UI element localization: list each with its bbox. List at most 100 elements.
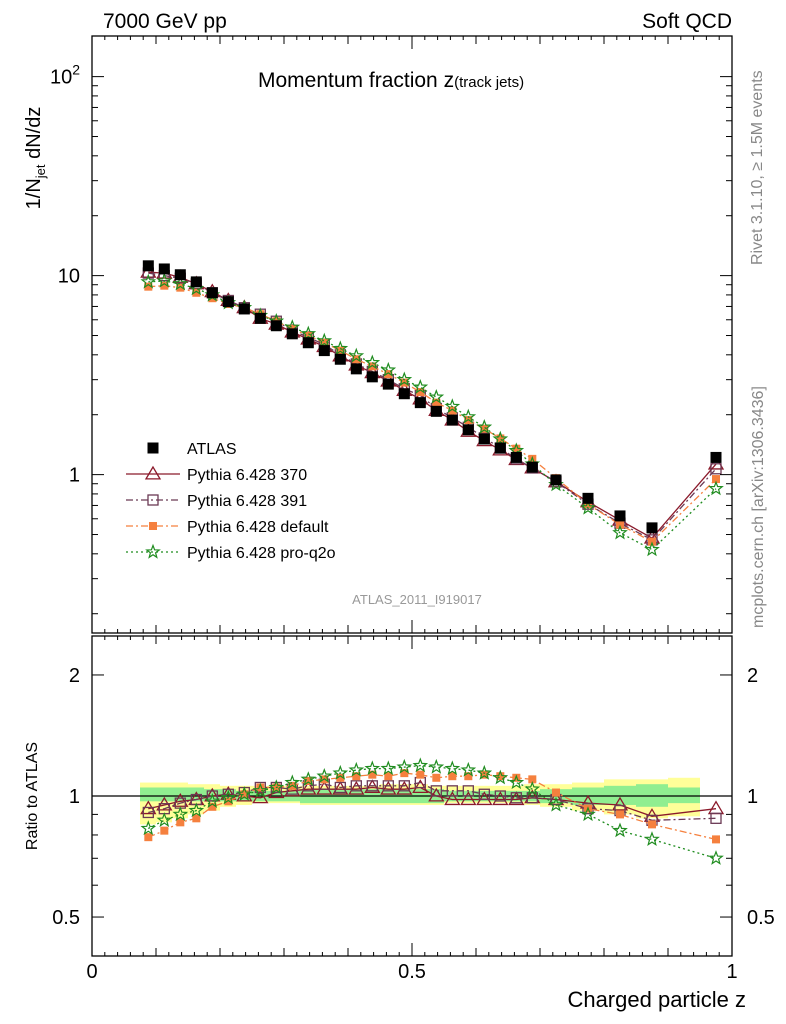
ratio-point-pythia-6-428-default — [240, 790, 249, 799]
ratio-y-tick-label: 0.5 — [52, 907, 80, 929]
ratio-point-pythia-6-428-default — [304, 776, 313, 785]
data-point-pythia-6-428-pro-q2o — [444, 398, 461, 414]
ratio-point-pythia-6-428-pro-q2o — [268, 779, 285, 795]
ratio-y-tick-label-right: 2 — [747, 665, 758, 687]
legend-marker-pythia-6-428-pro-q2o — [145, 543, 161, 559]
y-label-sub: jet — [33, 164, 48, 179]
ratio-y-tick-label-right: 1 — [747, 786, 758, 808]
data-point-pythia-6-428-pro-q2o — [396, 371, 413, 387]
ratio-point-pythia-6-428-pro-q2o — [188, 802, 205, 818]
data-point-pythia-6-428-default — [336, 346, 345, 355]
ratio-point-pythia-6-428-default — [224, 797, 233, 806]
ratio-point-pythia-6-428-391 — [142, 806, 154, 819]
ratio-point-pythia-6-428-370 — [460, 791, 477, 806]
series-atlas — [142, 260, 722, 534]
ratio-point-pythia-6-428-370 — [396, 780, 413, 795]
data-point-pythia-6-428-default — [192, 288, 201, 297]
data-point-atlas — [334, 353, 346, 365]
ratio-point-pythia-6-428-default — [352, 772, 361, 781]
data-point-atlas — [398, 388, 410, 400]
ratio-point-pythia-6-428-pro-q2o — [204, 793, 221, 809]
data-point-atlas — [270, 320, 282, 332]
data-point-pythia-6-428-default — [384, 370, 393, 379]
ratio-point-pythia-6-428-pro-q2o — [580, 806, 596, 822]
ratio-point-pythia-6-428-pro-q2o — [332, 764, 349, 780]
legend-entry-pythia-6-428-391: Pythia 6.428 391 — [126, 493, 307, 510]
ratio-point-pythia-6-428-pro-q2o — [444, 760, 461, 776]
ratio-inner-band-segment — [156, 787, 172, 802]
ratio-point-pythia-6-428-370 — [611, 796, 629, 811]
ratio-point-pythia-6-428-370 — [444, 791, 461, 806]
ratio-inner-band-segment — [668, 787, 700, 804]
data-point-atlas — [550, 474, 562, 486]
data-point-pythia-6-428-370 — [707, 455, 725, 470]
ratio-point-pythia-6-428-default — [464, 772, 473, 781]
data-point-pythia-6-428-default — [160, 281, 169, 290]
main-y-tick-label: 102 — [50, 62, 80, 89]
data-point-atlas — [206, 287, 218, 299]
data-point-atlas — [526, 461, 538, 473]
data-point-pythia-6-428-default — [432, 398, 441, 407]
legend-entry-pythia-6-428-default: Pythia 6.428 default — [126, 519, 329, 536]
ratio-point-pythia-6-428-default — [416, 770, 425, 779]
x-axis-label: Charged particle z — [567, 987, 746, 1012]
ratio-point-pythia-6-428-370 — [476, 791, 493, 806]
ratio-point-pythia-6-428-391 — [478, 788, 490, 800]
ratio-point-pythia-6-428-pro-q2o — [380, 760, 397, 776]
ratio-point-pythia-6-428-391 — [446, 785, 458, 797]
ratio-point-pythia-6-428-default — [176, 818, 185, 827]
data-point-pythia-6-428-pro-q2o — [428, 388, 445, 404]
main-panel-frame — [91, 35, 733, 634]
ratio-line-pythia-6-428-pro-q2o — [148, 764, 717, 859]
ratio-point-pythia-6-428-391 — [710, 812, 722, 824]
data-point-atlas — [478, 433, 490, 445]
ratio-point-pythia-6-428-pro-q2o — [172, 806, 189, 822]
data-point-atlas — [646, 522, 658, 534]
data-point-pythia-6-428-pro-q2o — [708, 480, 724, 496]
ratio-point-pythia-6-428-370 — [508, 791, 525, 806]
ratio-inner-band-segment — [140, 787, 156, 802]
ratio-point-pythia-6-428-default — [648, 820, 656, 829]
data-point-pythia-6-428-pro-q2o — [156, 272, 173, 288]
x-tick-label: 1 — [726, 961, 737, 983]
data-point-pythia-6-428-pro-q2o — [364, 354, 381, 370]
data-point-pythia-6-428-391 — [710, 463, 722, 475]
ratio-point-pythia-6-428-pro-q2o — [140, 820, 157, 836]
ratio-point-pythia-6-428-391 — [382, 780, 394, 792]
ratio-point-pythia-6-428-391 — [494, 790, 506, 802]
ratio-point-pythia-6-428-391 — [398, 780, 410, 792]
ratio-point-pythia-6-428-default — [208, 802, 217, 811]
axis-ticks — [91, 36, 733, 957]
ratio-point-pythia-6-428-391 — [254, 781, 266, 794]
ratio-point-pythia-6-428-370 — [348, 780, 365, 795]
ratio-point-pythia-6-428-pro-q2o — [548, 796, 564, 812]
data-point-atlas — [462, 424, 474, 436]
legend-label-pythia-6-428-default: Pythia 6.428 default — [187, 519, 329, 536]
ratio-point-pythia-6-428-default — [552, 788, 560, 797]
y-label-suffix: dN/dz — [23, 107, 45, 165]
ratio-point-pythia-6-428-370 — [380, 780, 397, 795]
ratio-point-pythia-6-428-default — [496, 772, 505, 781]
ratio-point-pythia-6-428-pro-q2o — [708, 850, 724, 865]
ratio-point-pythia-6-428-391 — [366, 780, 378, 792]
ratio-point-pythia-6-428-370 — [172, 793, 189, 807]
data-point-atlas — [494, 442, 506, 454]
ratio-point-pythia-6-428-pro-q2o — [364, 760, 381, 776]
plot-title: Momentum fraction z(track jets) — [258, 69, 524, 92]
legend-marker-pythia-6-428-370 — [144, 465, 162, 480]
ratio-series-pythia-6-428-pro-q2o — [140, 757, 724, 865]
ratio-point-pythia-6-428-391 — [334, 781, 346, 794]
ratio-point-pythia-6-428-pro-q2o — [476, 764, 493, 780]
data-point-pythia-6-428-default — [144, 282, 153, 291]
data-point-atlas — [510, 451, 522, 463]
data-point-atlas — [286, 328, 298, 340]
ratio-point-pythia-6-428-pro-q2o — [252, 782, 269, 798]
data-point-atlas — [302, 337, 314, 349]
ratio-point-pythia-6-428-pro-q2o — [284, 774, 301, 790]
data-point-pythia-6-428-pro-q2o — [172, 275, 189, 291]
data-point-pythia-6-428-pro-q2o — [140, 273, 157, 289]
ratio-point-pythia-6-428-default — [336, 773, 345, 782]
data-point-atlas — [446, 414, 458, 426]
ratio-point-pythia-6-428-pro-q2o — [492, 769, 509, 785]
ratio-point-pythia-6-428-370 — [316, 780, 333, 795]
